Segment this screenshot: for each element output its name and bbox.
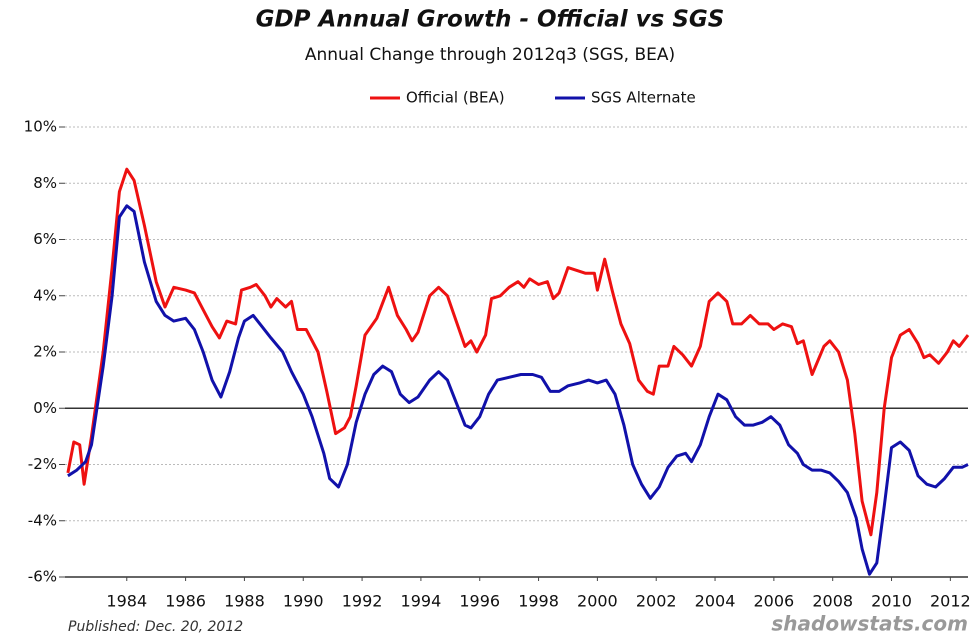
y-tick-label: -2%: [28, 455, 57, 473]
y-tick-label: 0%: [33, 399, 57, 417]
x-tick-label: 1996: [459, 592, 500, 611]
published-note: Published: Dec. 20, 2012: [68, 619, 243, 635]
y-tick-label: 8%: [33, 174, 57, 192]
x-tick-label: 1990: [283, 592, 324, 611]
chart-subtitle: Annual Change through 2012q3 (SGS, BEA): [305, 45, 675, 65]
y-tick-label: -6%: [28, 568, 57, 586]
x-tick-label: 2004: [695, 592, 736, 611]
y-tick-label: 2%: [33, 343, 57, 361]
x-tick-label: 2008: [812, 592, 853, 611]
x-tick-label: 2012: [930, 592, 971, 611]
x-tick-label: 1994: [401, 592, 442, 611]
chart-title: GDP Annual Growth - Official vs SGS: [256, 7, 725, 33]
y-tick-label: 6%: [33, 230, 57, 248]
y-tick-label: 10%: [24, 118, 57, 136]
source-brand: shadowstats.com: [771, 612, 968, 636]
x-tick-label: 2006: [754, 592, 795, 611]
y-tick-label: 4%: [33, 286, 57, 304]
x-tick-label: 2002: [636, 592, 677, 611]
x-tick-label: 1986: [165, 592, 206, 611]
y-tick-label: -4%: [28, 511, 57, 529]
x-tick-label: 2010: [871, 592, 912, 611]
legend-label: Official (BEA): [406, 89, 505, 107]
x-tick-label: 1998: [518, 592, 559, 611]
legend-label: SGS Alternate: [591, 89, 696, 107]
x-tick-label: 1992: [342, 592, 383, 611]
x-tick-label: 2000: [577, 592, 618, 611]
series-line: [67, 204, 969, 576]
x-tick-label: 1984: [106, 592, 147, 611]
x-tick-label: 1988: [224, 592, 265, 611]
series-line: [66, 167, 970, 537]
